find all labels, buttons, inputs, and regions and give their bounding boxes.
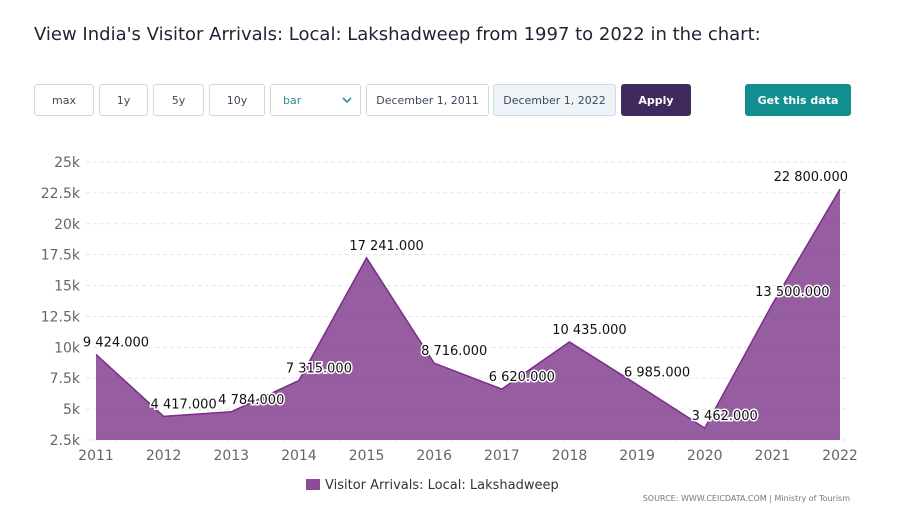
chart-type-select[interactable]: bar [270,84,361,116]
data-label: 6 620.000 [489,370,555,385]
apply-button[interactable]: Apply [621,84,691,116]
data-label: 6 985.000 [624,366,690,381]
data-label: 13 500.000 [755,285,829,300]
y-tick-label: 5k [63,402,81,418]
area-line [95,188,841,430]
range-button[interactable]: 5y [153,84,204,116]
page-title: View India's Visitor Arrivals: Local: La… [34,24,761,45]
y-tick-label: 12.5k [41,309,81,325]
y-tick-label: 2.5k [50,433,81,449]
x-tick-label: 2019 [619,448,655,464]
source: SOURCE: WWW.CEICDATA.COM | Ministry of T… [643,494,851,503]
x-tick-label: 2022 [822,448,858,464]
data-label: 10 435.000 [552,323,626,338]
data-label: 4 417.000 [151,397,217,412]
y-tick-label: 22.5k [41,186,81,202]
end-date[interactable]: December 1, 2022 [493,84,616,116]
x-tick-label: 2017 [484,448,520,464]
x-tick-label: 2011 [78,448,114,464]
x-tick-label: 2015 [349,448,385,464]
x-tick-label: 2021 [755,448,791,464]
area [96,189,840,440]
x-tick-label: 2012 [146,448,182,464]
legend-label: Visitor Arrivals: Local: Lakshadweep [325,478,559,493]
data-label: 4 784.000 [218,393,284,408]
start-date[interactable]: December 1, 2011 [366,84,489,116]
select-value: bar [283,93,302,107]
data-label: 17 241.000 [349,239,423,254]
x-tick-label: 2018 [552,448,588,464]
range-button[interactable]: max [34,84,94,116]
x-tick-label: 2013 [213,448,249,464]
x-tick-label: 2020 [687,448,723,464]
data-label: 22 800.000 [774,170,848,185]
get-data-button[interactable]: Get this data [745,84,851,116]
range-button[interactable]: 10y [209,84,265,116]
y-tick-label: 20k [54,217,81,233]
range-button[interactable]: 1y [99,84,148,116]
y-tick-label: 7.5k [50,371,81,387]
data-label: 9 424.000 [83,335,149,350]
dropdown-arrow [342,97,352,104]
data-label: 3 462.000 [692,409,758,424]
x-tick-label: 2016 [416,448,452,464]
data-label: 8 716.000 [421,344,487,359]
y-tick-label: 25k [54,155,81,171]
data-label: 7 315.000 [286,362,352,377]
y-tick-label: 10k [54,340,81,356]
y-tick-label: 15k [54,279,81,295]
x-tick-label: 2014 [281,448,317,464]
legend-swatch [306,479,320,490]
y-tick-label: 17.5k [41,248,81,264]
